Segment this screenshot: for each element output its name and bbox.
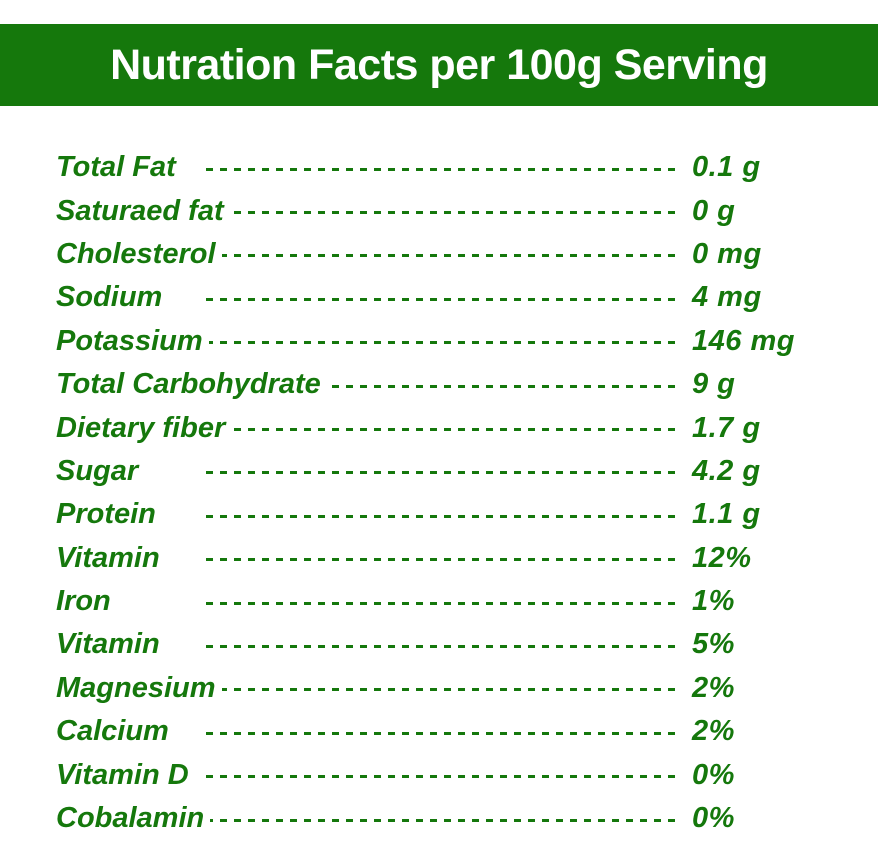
dotted-leader xyxy=(206,558,676,562)
fact-label: Vitamin D xyxy=(56,758,195,792)
fact-value: 4.2 g xyxy=(692,454,761,487)
dotted-leader xyxy=(206,775,676,779)
fact-row: Potassium 146 mg xyxy=(56,320,856,363)
fact-row: Vitamin 12% xyxy=(56,537,856,580)
fact-label: Sugar xyxy=(56,454,145,488)
fact-value: 4 mg xyxy=(692,281,762,314)
dotted-leader xyxy=(206,601,676,605)
dotted-leader xyxy=(206,384,676,388)
fact-value: 9 g xyxy=(692,368,736,401)
dotted-leader xyxy=(206,644,676,648)
dotted-leader xyxy=(206,341,676,345)
page-title: Nutration Facts per 100g Serving xyxy=(110,40,768,89)
fact-label: Protein xyxy=(56,498,162,532)
fact-value: 0 mg xyxy=(692,237,762,270)
fact-label: Saturaed fat xyxy=(56,194,230,228)
fact-label: Potassium xyxy=(56,324,209,358)
fact-row: Cobalamin 0% xyxy=(56,797,856,840)
fact-label: Total Carbohydrate xyxy=(56,368,327,402)
fact-row: Sugar 4.2 g xyxy=(56,450,856,493)
fact-value: 1.7 g xyxy=(692,411,761,444)
dotted-leader xyxy=(206,428,676,432)
fact-row: Vitamin 5% xyxy=(56,623,856,666)
dotted-leader xyxy=(206,514,676,518)
fact-row: Saturaed fat 0 g xyxy=(56,189,856,232)
fact-value: 2% xyxy=(692,671,735,704)
fact-row: Cholesterol 0 mg xyxy=(56,233,856,276)
fact-row: Vitamin D 0% xyxy=(56,753,856,796)
fact-row: Magnesium 2% xyxy=(56,667,856,710)
fact-row: Calcium 2% xyxy=(56,710,856,753)
dotted-leader xyxy=(206,818,676,822)
dotted-leader xyxy=(206,688,676,692)
fact-value: 0 g xyxy=(692,194,736,227)
fact-value: 0.1 g xyxy=(692,151,761,184)
dotted-leader xyxy=(206,297,676,301)
fact-label: Cholesterol xyxy=(56,237,222,271)
fact-row: Protein 1.1 g xyxy=(56,493,856,536)
fact-value: 2% xyxy=(692,715,735,748)
fact-value: 146 mg xyxy=(692,324,795,357)
fact-value: 1.1 g xyxy=(692,498,761,531)
nutrition-facts-list: Total Fat 0.1 g Saturaed fat 0 g Cholest… xyxy=(56,146,856,840)
fact-row: Total Carbohydrate 9 g xyxy=(56,363,856,406)
fact-label: Iron xyxy=(56,585,117,619)
fact-row: Iron 1% xyxy=(56,580,856,623)
fact-label: Sodium xyxy=(56,281,169,315)
dotted-leader xyxy=(206,211,676,215)
title-banner: Nutration Facts per 100g Serving xyxy=(0,24,878,106)
fact-row: Dietary fiber 1.7 g xyxy=(56,406,856,449)
dotted-leader xyxy=(206,167,676,171)
fact-row: Sodium 4 mg xyxy=(56,276,856,319)
fact-label: Vitamin xyxy=(56,541,166,575)
fact-label: Calcium xyxy=(56,715,175,749)
fact-value: 12% xyxy=(692,541,752,574)
fact-label: Cobalamin xyxy=(56,802,211,836)
dotted-leader xyxy=(206,471,676,475)
fact-label: Dietary fiber xyxy=(56,411,232,445)
fact-value: 0% xyxy=(692,758,735,791)
fact-label: Vitamin xyxy=(56,628,166,662)
dotted-leader xyxy=(206,254,676,258)
fact-value: 5% xyxy=(692,628,735,661)
fact-value: 0% xyxy=(692,802,735,835)
fact-row: Total Fat 0.1 g xyxy=(56,146,856,189)
dotted-leader xyxy=(206,731,676,735)
fact-value: 1% xyxy=(692,585,735,618)
fact-label: Total Fat xyxy=(56,151,182,185)
fact-label: Magnesium xyxy=(56,671,222,705)
